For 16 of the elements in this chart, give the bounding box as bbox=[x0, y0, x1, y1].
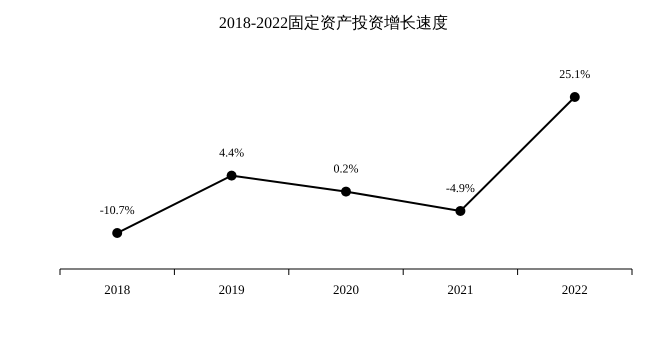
chart-title: 2018-2022固定资产投资增长速度 bbox=[218, 14, 448, 32]
x-tick-label: 2018 bbox=[104, 282, 130, 297]
x-tick-label: 2019 bbox=[218, 282, 245, 297]
point bbox=[455, 206, 466, 216]
point bbox=[112, 228, 122, 238]
data-label: -4.9% bbox=[446, 180, 475, 195]
point bbox=[341, 186, 351, 197]
data-label: -10.7% bbox=[100, 203, 135, 217]
data-label: 0.2% bbox=[334, 162, 358, 176]
x-tick-label: 2021 bbox=[447, 282, 474, 297]
x-tick-label: 2022 bbox=[562, 282, 588, 297]
data-label: 25.1% bbox=[559, 67, 590, 81]
point bbox=[226, 170, 237, 181]
point bbox=[570, 92, 580, 102]
data-label: 4.4% bbox=[219, 146, 244, 160]
x-tick-label: 2020 bbox=[333, 282, 359, 297]
